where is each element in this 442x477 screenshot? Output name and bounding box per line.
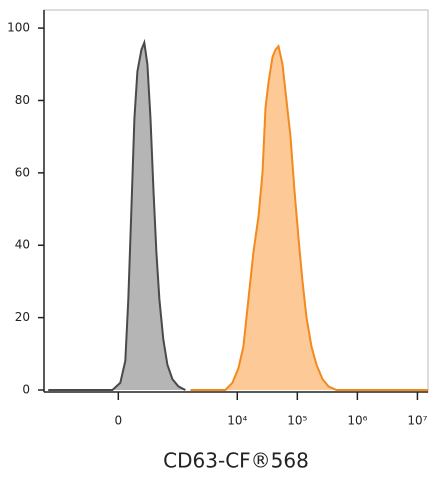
x-tick-label: 10⁴	[227, 414, 247, 428]
x-tick-label: 10⁶	[347, 414, 367, 428]
y-tick-label: 60	[15, 165, 30, 179]
plot-frame	[43, 9, 429, 393]
histogram-area	[48, 42, 186, 390]
x-tick-label: 0	[114, 414, 122, 428]
x-tick-label: 10⁷	[407, 414, 427, 428]
histogram-line	[48, 38, 186, 391]
histogram-line	[190, 43, 428, 391]
y-tick-label: 100	[7, 21, 30, 35]
y-tick-label: 0	[22, 383, 30, 397]
histogram-area	[190, 46, 428, 390]
y-tick-label: 40	[15, 238, 30, 252]
x-axis-label: CD63-CF®568	[163, 449, 309, 473]
y-tick-label: 80	[15, 93, 30, 107]
x-tick-label: 10⁵	[287, 414, 307, 428]
y-tick-label: 20	[15, 310, 30, 324]
